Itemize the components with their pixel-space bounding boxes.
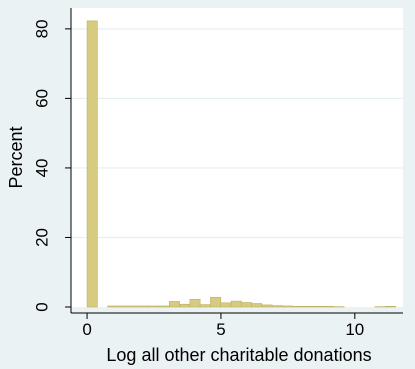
x-axis-ticks: 0 5 10 — [82, 313, 364, 339]
y-tick-label-80: 80 — [32, 19, 51, 38]
histogram-bar-16 — [251, 303, 263, 308]
histogram-bar-10 — [189, 299, 201, 308]
x-tick-label-5: 5 — [216, 320, 225, 339]
histogram-bar-9 — [179, 303, 191, 308]
y-axis-title: Percent — [6, 126, 26, 188]
plot-area — [71, 8, 403, 307]
histogram-bar-2 — [107, 305, 119, 308]
histogram-bar-22 — [313, 306, 324, 308]
histogram-bar-8 — [168, 301, 180, 308]
histogram-bar-3 — [117, 305, 129, 308]
histogram-bar-23 — [323, 306, 335, 308]
histogram-bar-7 — [158, 305, 170, 308]
histogram-bar-20 — [292, 306, 304, 308]
x-axis-title: Log all other charitable donations — [106, 345, 371, 365]
histogram-bar-12 — [210, 296, 222, 308]
grid-lines — [71, 28, 403, 239]
histogram-bar-18 — [271, 305, 283, 308]
histogram-bar-26 — [385, 306, 396, 308]
histogram-bar-0 — [86, 20, 98, 308]
histogram-bar-14 — [230, 300, 242, 308]
histogram-bar-21 — [302, 306, 314, 308]
histogram-bar-5 — [138, 305, 150, 308]
x-tick-label-0: 0 — [82, 320, 91, 339]
histogram-bar-13 — [220, 302, 232, 308]
y-tick-label-20: 20 — [32, 228, 51, 247]
histogram-bar-15 — [240, 302, 252, 308]
histogram-bars — [86, 20, 396, 308]
histogram-bar-4 — [127, 305, 139, 308]
y-tick-label-0: 0 — [32, 302, 51, 311]
y-tick-label-60: 60 — [32, 89, 51, 108]
histogram-bar-17 — [261, 304, 273, 308]
y-tick-label-40: 40 — [32, 158, 51, 177]
x-tick-label-10: 10 — [345, 320, 364, 339]
histogram-bar-19 — [282, 305, 294, 308]
histogram-bar-6 — [148, 305, 160, 308]
y-axis-ticks: 0 20 40 60 80 — [32, 19, 71, 312]
axes — [70, 8, 403, 314]
histogram-bar-11 — [199, 304, 211, 308]
